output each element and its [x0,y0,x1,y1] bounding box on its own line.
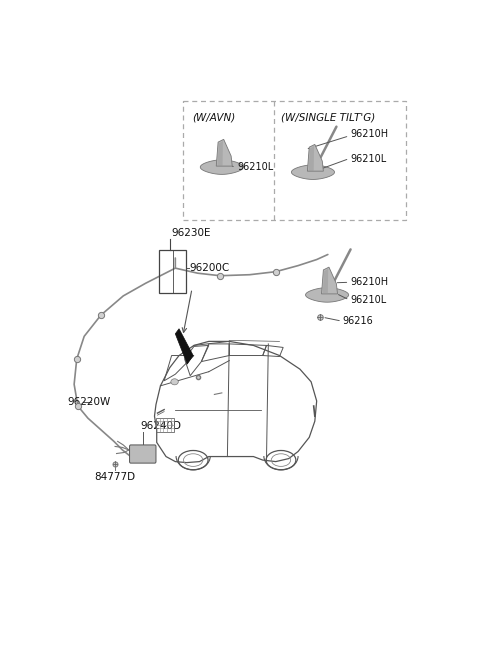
Text: 96210H: 96210H [350,277,388,287]
Polygon shape [309,146,314,171]
Text: 96210L: 96210L [237,162,273,172]
Text: (W/SINGLE TILT'G): (W/SINGLE TILT'G) [281,113,375,123]
Text: 96200C: 96200C [190,263,230,273]
Text: 96216: 96216 [343,316,373,326]
Text: 96240D: 96240D [140,421,181,431]
Polygon shape [217,141,223,166]
Ellipse shape [171,379,178,385]
Text: 84777D: 84777D [94,472,135,482]
Bar [158,251,186,293]
FancyBboxPatch shape [130,445,156,463]
Polygon shape [175,329,193,364]
Polygon shape [307,144,324,171]
Text: 96230E: 96230E [172,228,211,238]
Polygon shape [306,287,348,302]
Polygon shape [200,160,243,174]
Text: 96210L: 96210L [350,154,386,163]
Polygon shape [322,267,337,294]
Text: (W/AVN): (W/AVN) [192,113,235,123]
Text: 96210L: 96210L [350,295,386,305]
Polygon shape [216,139,232,166]
Text: 96220W: 96220W [67,397,111,407]
Text: 96210H: 96210H [350,129,388,139]
Polygon shape [323,268,328,294]
Polygon shape [291,165,335,180]
